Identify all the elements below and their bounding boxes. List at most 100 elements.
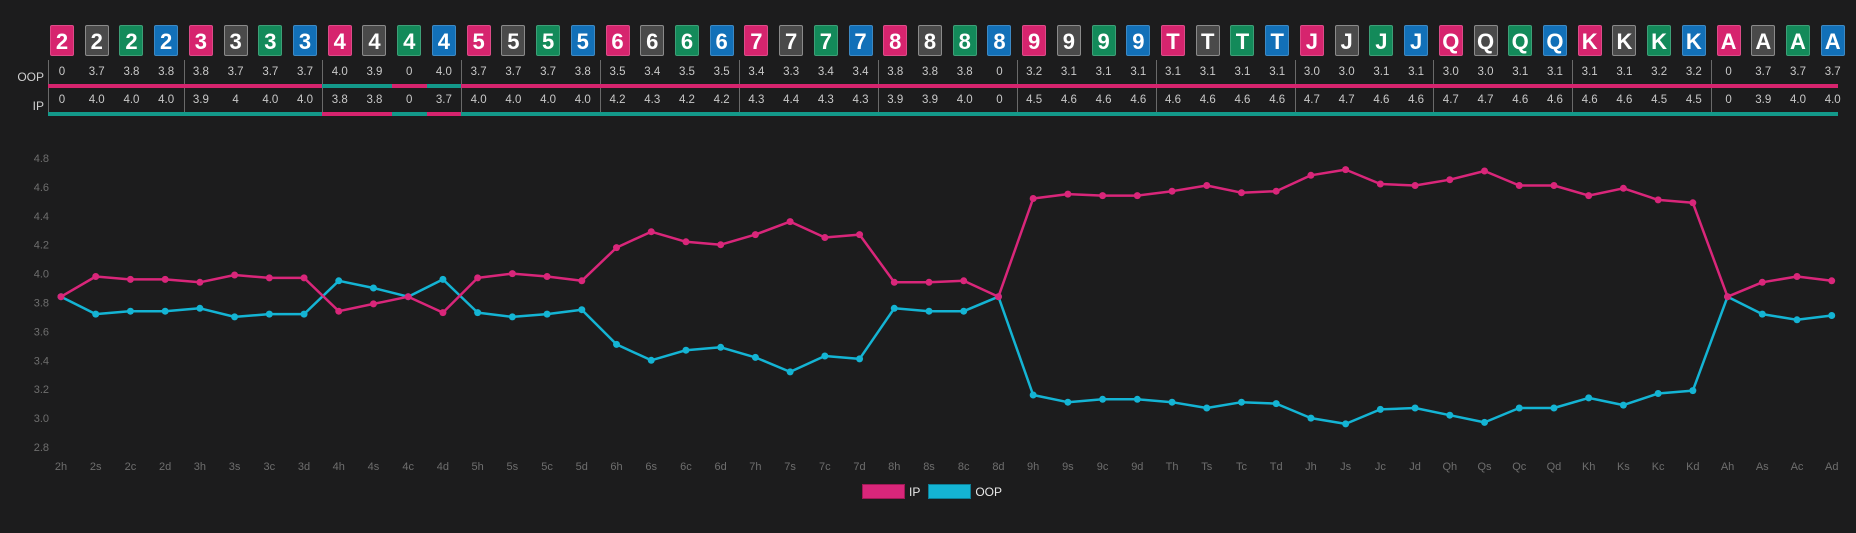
data-point-ip[interactable]: [1029, 195, 1037, 202]
data-point-ip[interactable]: [57, 293, 65, 301]
data-point-ip[interactable]: [369, 300, 377, 308]
data-point-oop[interactable]: [1585, 394, 1593, 402]
data-point-ip[interactable]: [613, 244, 621, 252]
data-point-oop[interactable]: [751, 353, 759, 361]
data-point-ip[interactable]: [1099, 192, 1107, 200]
card-9s[interactable]: 9: [1056, 25, 1081, 56]
card-As[interactable]: A: [1751, 25, 1776, 56]
data-point-oop[interactable]: [1342, 420, 1350, 428]
data-point-oop[interactable]: [647, 356, 655, 364]
card-7c[interactable]: 7: [813, 25, 838, 56]
card-Kh[interactable]: K: [1577, 25, 1602, 56]
data-point-oop[interactable]: [1515, 404, 1523, 412]
data-point-oop[interactable]: [474, 309, 482, 317]
card-7s[interactable]: 7: [779, 25, 804, 56]
data-point-oop[interactable]: [335, 277, 343, 285]
data-point-oop[interactable]: [439, 275, 447, 283]
data-point-oop[interactable]: [1133, 395, 1141, 403]
data-point-oop[interactable]: [613, 340, 621, 348]
data-point-oop[interactable]: [717, 343, 725, 351]
data-point-ip[interactable]: [786, 218, 794, 226]
card-Ks[interactable]: K: [1612, 25, 1637, 56]
data-point-oop[interactable]: [1654, 390, 1662, 397]
data-point-ip[interactable]: [231, 271, 239, 279]
data-point-oop[interactable]: [1481, 418, 1489, 426]
data-point-oop[interactable]: [92, 310, 100, 318]
data-point-ip[interactable]: [1168, 187, 1176, 195]
data-point-ip[interactable]: [1203, 182, 1211, 189]
data-point-ip[interactable]: [1376, 180, 1384, 188]
data-point-ip[interactable]: [196, 278, 204, 286]
card-8h[interactable]: 8: [883, 25, 908, 56]
data-point-oop[interactable]: [1689, 387, 1697, 395]
data-point-ip[interactable]: [126, 275, 134, 283]
card-Qd[interactable]: Q: [1542, 25, 1567, 56]
data-point-ip[interactable]: [578, 277, 586, 285]
card-Ad[interactable]: A: [1820, 25, 1845, 56]
data-point-oop[interactable]: [1272, 400, 1280, 408]
data-point-oop[interactable]: [231, 313, 239, 321]
card-8s[interactable]: 8: [918, 25, 942, 56]
card-3h[interactable]: 3: [188, 25, 213, 56]
data-point-ip[interactable]: [994, 293, 1002, 301]
data-point-oop[interactable]: [578, 306, 586, 314]
card-6d[interactable]: 6: [709, 25, 734, 56]
data-point-ip[interactable]: [925, 278, 933, 286]
card-Js[interactable]: J: [1334, 25, 1359, 56]
data-point-ip[interactable]: [1064, 190, 1072, 198]
card-Kc[interactable]: K: [1647, 25, 1672, 56]
data-point-ip[interactable]: [647, 228, 655, 236]
data-point-ip[interactable]: [1550, 182, 1558, 189]
data-point-oop[interactable]: [786, 368, 794, 376]
card-Th[interactable]: T: [1161, 25, 1186, 56]
card-4d[interactable]: 4: [431, 25, 456, 56]
data-point-ip[interactable]: [1758, 278, 1766, 286]
data-point-oop[interactable]: [1619, 401, 1627, 409]
card-3d[interactable]: 3: [293, 25, 318, 56]
data-point-ip[interactable]: [960, 277, 968, 285]
data-point-oop[interactable]: [543, 310, 551, 318]
data-point-ip[interactable]: [300, 274, 308, 282]
card-Jc[interactable]: J: [1369, 25, 1394, 56]
data-point-ip[interactable]: [474, 274, 482, 282]
card-2s[interactable]: 2: [84, 25, 109, 56]
data-point-oop[interactable]: [1828, 312, 1836, 319]
data-point-oop[interactable]: [265, 310, 273, 318]
card-Tc[interactable]: T: [1230, 25, 1255, 56]
data-point-oop[interactable]: [925, 307, 933, 315]
card-Ac[interactable]: A: [1786, 25, 1810, 56]
data-point-ip[interactable]: [1342, 166, 1350, 174]
data-point-ip[interactable]: [543, 273, 551, 280]
data-point-oop[interactable]: [890, 304, 898, 312]
data-point-ip[interactable]: [1307, 171, 1315, 179]
card-Qc[interactable]: Q: [1508, 25, 1533, 56]
data-point-ip[interactable]: [1793, 273, 1801, 280]
legend-item-ip[interactable]: IP: [862, 484, 920, 499]
data-point-ip[interactable]: [1237, 189, 1245, 197]
data-point-ip[interactable]: [1689, 199, 1697, 207]
card-2d[interactable]: 2: [154, 25, 179, 56]
data-point-oop[interactable]: [960, 307, 968, 315]
card-Ts[interactable]: T: [1195, 25, 1220, 56]
data-point-ip[interactable]: [1446, 176, 1454, 184]
data-point-oop[interactable]: [1203, 404, 1211, 412]
card-Qh[interactable]: Q: [1438, 25, 1463, 56]
data-point-oop[interactable]: [369, 284, 377, 292]
data-point-ip[interactable]: [92, 273, 100, 280]
card-2c[interactable]: 2: [119, 25, 144, 56]
data-point-oop[interactable]: [126, 307, 134, 315]
card-8c[interactable]: 8: [952, 25, 977, 56]
data-point-ip[interactable]: [682, 238, 690, 246]
data-point-ip[interactable]: [717, 241, 725, 249]
card-Kd[interactable]: K: [1681, 25, 1706, 56]
data-point-oop[interactable]: [161, 307, 169, 315]
data-point-ip[interactable]: [1654, 196, 1662, 204]
data-point-ip[interactable]: [161, 275, 169, 283]
card-9c[interactable]: 9: [1091, 25, 1116, 56]
data-point-oop[interactable]: [821, 352, 829, 360]
data-point-oop[interactable]: [1793, 316, 1801, 324]
data-point-oop[interactable]: [682, 346, 690, 354]
data-point-oop[interactable]: [1029, 391, 1037, 399]
data-point-ip[interactable]: [1828, 277, 1836, 285]
data-point-ip[interactable]: [856, 231, 864, 239]
